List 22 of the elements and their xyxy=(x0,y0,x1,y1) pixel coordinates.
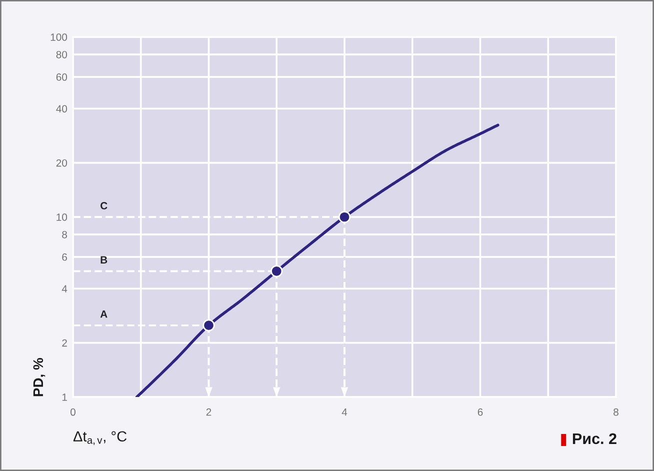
series-label: B xyxy=(100,256,108,264)
x-tick-label: 8 xyxy=(614,408,618,416)
y-tick-label: 4 xyxy=(62,285,68,292)
y-tick-label: 6 xyxy=(62,253,67,261)
y-tick-label: 100 xyxy=(50,34,68,41)
y-tick-label: 60 xyxy=(56,73,68,81)
x-tick-label: 4 xyxy=(342,408,348,416)
y-tick-label: 8 xyxy=(62,230,67,238)
text: Рис. 2 xyxy=(572,433,616,444)
series-label: C xyxy=(100,202,108,210)
y-tick-label: 80 xyxy=(56,50,68,58)
x-axis-title: Δt$_{a,v}$, °C xyxy=(73,431,127,445)
y-tick-label: 20 xyxy=(56,159,68,167)
series-label: A xyxy=(100,310,108,318)
y-tick-label: 1 xyxy=(62,394,67,401)
x-tick-label: 2 xyxy=(206,408,212,416)
y-tick-label: 2 xyxy=(62,339,67,347)
y-tick-label: 10 xyxy=(56,214,68,221)
y-axis-title: PD, % xyxy=(33,358,46,396)
y-tick-label: 40 xyxy=(56,105,68,113)
x-tick-label: 6 xyxy=(478,408,483,416)
x-tick-label: 0 xyxy=(70,408,76,416)
